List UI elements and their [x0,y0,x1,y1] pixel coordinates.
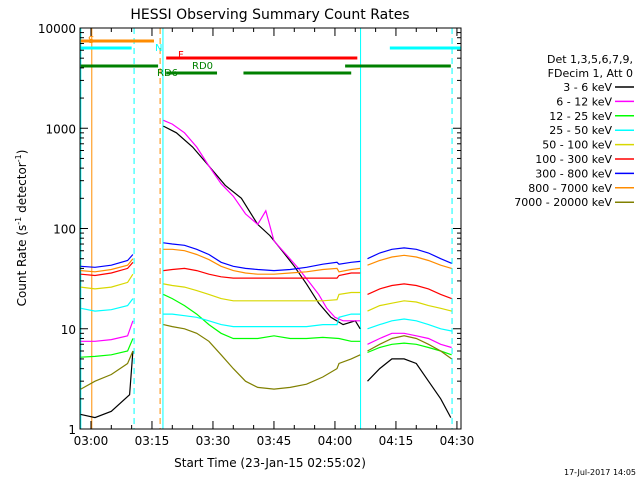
series-6-segment-2 [163,267,361,279]
series-9-segment-2 [163,324,361,390]
legend-label-8: 800 - 7000 keV [528,182,612,195]
series-2 [80,119,452,349]
series-5-segment-3 [367,300,452,312]
series-3-segment-2 [163,293,361,342]
series-3 [80,293,452,358]
x-tick-label: 04:00 [318,434,353,448]
series-4-segment-1 [80,298,134,312]
series-6 [80,261,452,300]
series-7 [80,242,452,272]
x-tick-label: 04:30 [440,434,475,448]
y-axis-label-main: Count Rate (s [15,225,29,307]
series-2-segment-3 [367,332,452,349]
series-9 [80,324,452,390]
legend-header-2: FDecim 1, Att 0 [548,67,633,80]
x-tick-label: 03:30 [196,434,231,448]
y-axis-label-mid: detector [15,162,29,217]
legend-label-9: 7000 - 20000 keV [514,196,612,209]
x-axis-label: Start Time (23-Jan-15 02:55:02) [174,456,366,470]
y-axis-label-sup1: -1 [14,217,23,225]
series-6-segment-3 [367,283,452,300]
legend-label-3: 12 - 25 keV [549,110,612,123]
series-8 [80,248,452,275]
legend-label-6: 100 - 300 keV [535,153,612,166]
x-tick-label: 03:00 [74,434,109,448]
legend-header-1: Det 1,3,5,6,7,9, [547,53,633,66]
x-tick-label: 04:15 [379,434,414,448]
y-tick-label: 100 [53,223,76,237]
series-8-segment-3 [367,254,452,269]
series-2-segment-1 [80,320,134,342]
series-3-segment-1 [80,338,134,358]
legend-label-2: 6 - 12 keV [556,95,612,108]
series-1 [80,125,452,419]
legend-label-1: 3 - 6 keV [563,81,612,94]
flag-s-label: S [88,35,94,46]
flag-n-label: N [155,43,162,54]
footer-timestamp: 17-Jul-2017 14:05 [564,468,636,477]
series-5-segment-1 [80,273,134,290]
series-1-segment-1 [80,350,134,419]
y-tick-label: 1000 [45,122,76,136]
y-axis-label-end: ) [15,150,29,155]
axis-ticks: 03:00 03:15 03:30 03:45 04:00 04:15 04:30 1 10 10… [38,22,474,448]
legend-label-7: 300 - 800 keV [535,167,612,180]
series-1-segment-2 [163,125,361,330]
series-6-segment-1 [80,261,134,277]
legend: Det 1,3,5,6,7,9, FDecim 1, Att 0 3 - 6 k… [514,53,634,209]
y-tick-label: 10000 [38,22,76,36]
y-tick-label: 10 [61,323,76,337]
flag-lines: SNFRD6RD0 [80,35,461,79]
x-tick-label: 03:15 [135,434,170,448]
series-9-segment-3 [367,335,452,360]
flag-f-label: F [178,50,184,61]
y-tick-label: 1 [68,423,76,437]
legend-label-4: 25 - 50 keV [549,124,612,137]
series-3-segment-3 [367,342,452,356]
series-8-segment-1 [80,258,134,273]
y-axis-label: Count Rate (s-1 detector-1) [14,150,29,307]
vertical-markers [80,28,453,429]
series-1-segment-3 [367,358,452,418]
series-5-segment-2 [163,283,361,302]
series-7-segment-3 [367,247,452,264]
series-5 [80,273,452,312]
legend-label-5: 50 - 100 keV [542,139,612,152]
series-4-segment-2 [163,313,361,328]
series-9-segment-1 [80,350,134,390]
series-4 [80,298,452,332]
chart-title: HESSI Observing Summary Count Rates [130,7,409,23]
series-4-segment-3 [367,318,452,332]
x-tick-label: 03:45 [257,434,292,448]
flag-rd0-label: RD0 [192,61,213,72]
series-7-segment-2 [163,242,361,272]
series-layer [80,119,452,419]
series-8-segment-2 [163,248,361,275]
series-2-segment-2 [163,119,361,322]
y-axis-label-sup2: -1 [14,154,23,162]
series-7-segment-1 [80,254,134,268]
